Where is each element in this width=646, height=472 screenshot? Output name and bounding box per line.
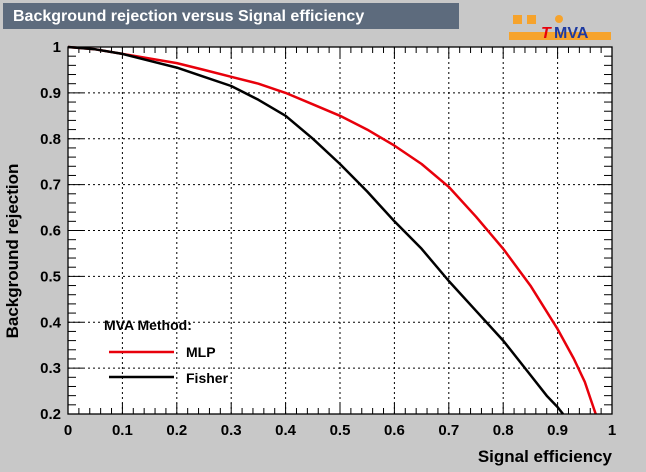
x-tick-label: 0.7 [438, 422, 459, 439]
x-tick-label: 0.4 [275, 422, 297, 439]
y-tick-label: 0.2 [40, 406, 61, 423]
logo-t-letter: T [541, 25, 552, 42]
y-tick-label: 0.9 [40, 85, 61, 102]
x-axis-title: Signal efficiency [478, 447, 613, 466]
y-tick-label: 1 [53, 39, 61, 56]
x-tick-label: 0.9 [547, 422, 568, 439]
x-tick-label: 0.2 [166, 422, 187, 439]
x-tick-label: 0.1 [112, 422, 133, 439]
logo-orange-block [513, 15, 522, 24]
y-tick-label: 0.5 [40, 268, 61, 285]
tmva-logo: T MVA [509, 15, 611, 42]
y-tick-label: 0.6 [40, 223, 61, 240]
y-tick-label: 0.7 [40, 177, 61, 194]
logo-orange-dot [555, 15, 563, 23]
series-line-mlp [67, 45, 597, 415]
tick-labels: 0 0.1 0.2 0.3 0.4 0.5 0.6 0.7 0.8 0.9 1 0.2 0.3 0.4 0.… [40, 39, 616, 439]
x-tick-label: 0.6 [384, 422, 405, 439]
chart-title: Background rejection versus Signal effic… [13, 8, 364, 25]
x-tick-label: 1 [608, 422, 616, 439]
title-banner [3, 3, 459, 29]
x-tick-label: 0.3 [221, 422, 242, 439]
series-lines [67, 45, 597, 415]
grid [68, 47, 612, 414]
plot-frame [67, 46, 613, 415]
logo-orange-block [527, 15, 536, 24]
y-tick-label: 0.8 [40, 131, 61, 148]
legend-header: MVA Method: [104, 317, 192, 333]
logo-mva-text: MVA [554, 25, 589, 42]
x-tick-label: 0.5 [330, 422, 351, 439]
legend-label-mlp: MLP [186, 344, 216, 360]
y-axis-title: Background rejection [3, 164, 22, 339]
legend-label-fisher: Fisher [186, 370, 229, 386]
y-tick-label: 0.4 [40, 314, 62, 331]
x-tick-label: 0 [64, 422, 72, 439]
y-tick-label: 0.3 [40, 360, 61, 377]
logo-orange-bar [509, 32, 611, 40]
x-tick-label: 0.8 [493, 422, 514, 439]
legend: MVA Method: MLP Fisher [104, 317, 229, 386]
series-line-fisher [67, 45, 564, 415]
